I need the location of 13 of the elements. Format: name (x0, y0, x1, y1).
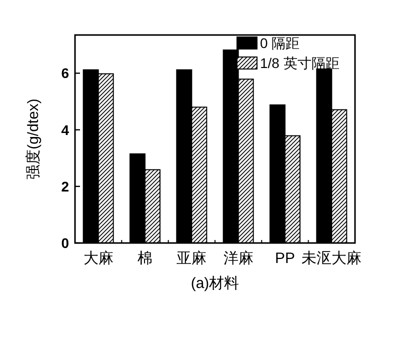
x-tick-label: 棉 (138, 250, 152, 267)
x-axis-title: (a)材料 (190, 275, 240, 292)
y-tick-label: 2 (61, 178, 70, 194)
x-tick-label: 大麻 (83, 250, 114, 267)
x-tick-label: 亚麻 (176, 250, 207, 267)
x-tick-label: PP (274, 250, 296, 267)
x-tick-label: 未沤大麻 (302, 250, 362, 267)
x-tick-label: 洋麻 (223, 250, 254, 267)
y-axis-title: 强度(g/dtex) (25, 98, 42, 180)
y-tick-label: 4 (61, 122, 70, 138)
legend-label: 0 隔距 (260, 35, 300, 51)
y-tick-label: 6 (61, 65, 70, 82)
y-tick-label: 0 (61, 235, 70, 251)
